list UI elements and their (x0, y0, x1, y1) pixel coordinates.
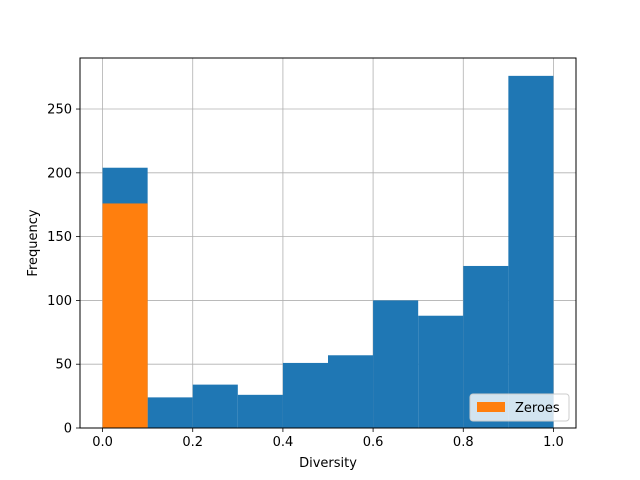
histogram-bar (508, 75, 554, 429)
x-axis-label: Diversity (299, 456, 357, 471)
y-tick-label: 0 (64, 422, 72, 437)
x-tick-label: 0.6 (363, 435, 384, 450)
zeroes-bar (102, 203, 148, 428)
legend-swatch-zeroes (477, 402, 505, 412)
y-tick-label: 100 (47, 294, 72, 309)
legend: Zeroes (469, 393, 570, 422)
y-axis-label: Frequency (26, 209, 41, 276)
histogram-bar (192, 384, 238, 428)
histogram-bar (328, 355, 374, 428)
y-tick-label: 250 (47, 103, 72, 118)
histogram-bar (237, 394, 283, 428)
y-tick-label: 50 (55, 358, 72, 373)
x-tick-label: 0.8 (453, 435, 474, 450)
x-tick-label: 0.0 (92, 435, 113, 450)
axis-ticks: 0.0 0.2 0.4 0.6 0.8 1.0 0 50 100 150 200 250 (47, 103, 564, 450)
y-tick-label: 150 (47, 230, 72, 245)
plot-frame (79, 57, 577, 429)
x-tick-label: 0.2 (182, 435, 203, 450)
x-tick-label: 1.0 (543, 435, 564, 450)
y-tick-label: 200 (47, 166, 72, 181)
histogram-bar (147, 397, 193, 428)
histogram-bar (282, 362, 328, 428)
legend-box (469, 393, 570, 422)
bars (102, 75, 554, 429)
x-tick-label: 0.4 (273, 435, 294, 450)
legend-label-zeroes: Zeroes (515, 401, 560, 416)
histogram-bar (418, 315, 464, 428)
histogram-bar (373, 300, 419, 428)
